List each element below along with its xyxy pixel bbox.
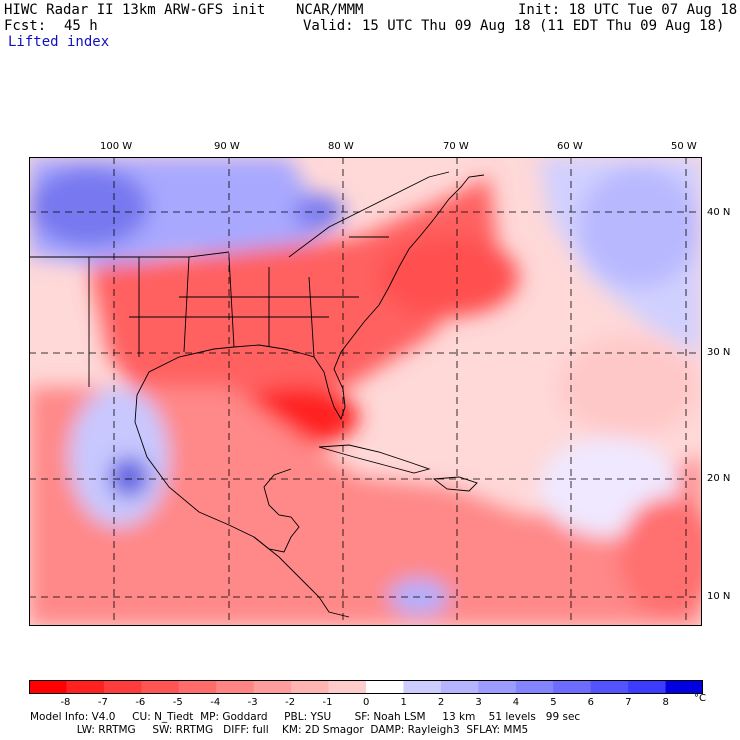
- graticule: [29, 157, 702, 626]
- colorbar-segment: [628, 680, 667, 694]
- colorbar-tick-label: 1: [400, 697, 407, 708]
- map-frame: [29, 157, 702, 626]
- lon-label-50w: 50 W: [671, 141, 697, 152]
- colorbar-segment: [665, 680, 703, 694]
- colorbar-segment: [366, 680, 404, 694]
- colorbar-tick-label: -8: [60, 697, 71, 708]
- lifted-index-map: [29, 157, 702, 626]
- forecast-label: Fcst:: [4, 18, 47, 34]
- colorbar-segment: [253, 680, 292, 694]
- colorbar-tick-label: -5: [172, 697, 183, 708]
- colorbar-tick-label: 3: [475, 697, 482, 708]
- colorbar-segment: [141, 680, 180, 694]
- lat-label-30n: 30 N: [707, 347, 731, 358]
- colorbar-tick-label: 6: [587, 697, 595, 708]
- colorbar-tick-label: 4: [512, 697, 520, 708]
- cuba: [318, 444, 431, 474]
- colorbar-tick-label: -1: [322, 697, 333, 708]
- colorbar-segment: [291, 680, 330, 694]
- lon-label-80w: 80 W: [328, 141, 354, 152]
- colorbar-segment: [515, 680, 554, 694]
- colorbar-segment: [216, 680, 255, 694]
- colorbar-segment: [403, 680, 442, 694]
- colorbar-tick-label: 0: [363, 697, 370, 708]
- model-info-line2: LW: RRTMG SW: RRTMG DIFF: full KM: 2D Sm…: [30, 724, 529, 736]
- colorbar-unit: °C: [694, 693, 706, 704]
- lat-label-10n: 10 N: [707, 591, 731, 602]
- colorbar-tick-label: -6: [135, 697, 146, 708]
- colorbar-tick-label: 5: [550, 697, 557, 708]
- colorbar-segment: [29, 680, 67, 694]
- mexico-coast: [134, 394, 300, 553]
- colorbar-segment: [478, 680, 517, 694]
- colorbar-tick-label: -3: [247, 697, 258, 708]
- lat-label-40n: 40 N: [707, 207, 731, 218]
- model-info-line1: Model Info: V4.0 CU: N_Tiedt MP: Goddard…: [30, 711, 581, 723]
- colorbar-segment: [328, 680, 367, 694]
- colorbar-tick-label: -4: [210, 697, 221, 708]
- colorbar-segment: [590, 680, 629, 694]
- colorbar-tick-label: -2: [285, 697, 296, 708]
- hispaniola: [432, 476, 478, 492]
- colorbar-tick-label: 2: [437, 697, 445, 708]
- lon-label-90w: 90 W: [214, 141, 240, 152]
- lon-label-70w: 70 W: [443, 141, 469, 152]
- model-title: HIWC Radar II 13km ARW-GFS init: [4, 2, 266, 18]
- organization: NCAR/MMM: [296, 2, 364, 18]
- field-name: Lifted index: [8, 34, 110, 50]
- colorbar-tick-label: -7: [97, 697, 108, 708]
- colorbar-segment: [553, 680, 592, 694]
- colorbar: [29, 680, 703, 694]
- colorbar-segment: [178, 680, 217, 694]
- canada-border: [29, 171, 450, 258]
- colorbar-segment: [66, 680, 105, 694]
- init-time: Init: 18 UTC Tue 07 Aug 18: [518, 2, 738, 18]
- colorbar-tick-label: 8: [662, 697, 669, 708]
- lat-label-20n: 20 N: [707, 473, 731, 484]
- central-america: [253, 536, 350, 618]
- colorbar-tick-label: 7: [625, 697, 632, 708]
- forecast-hour: 45 h: [64, 18, 98, 34]
- colorbar-segment: [440, 680, 479, 694]
- colorbar-frame: [29, 680, 703, 694]
- lon-label-100w: 100 W: [100, 141, 133, 152]
- valid-time: Valid: 15 UTC Thu 09 Aug 18 (11 EDT Thu …: [303, 18, 725, 34]
- lon-label-60w: 60 W: [557, 141, 583, 152]
- colorbar-segment: [103, 680, 142, 694]
- shaded-field: [29, 157, 702, 626]
